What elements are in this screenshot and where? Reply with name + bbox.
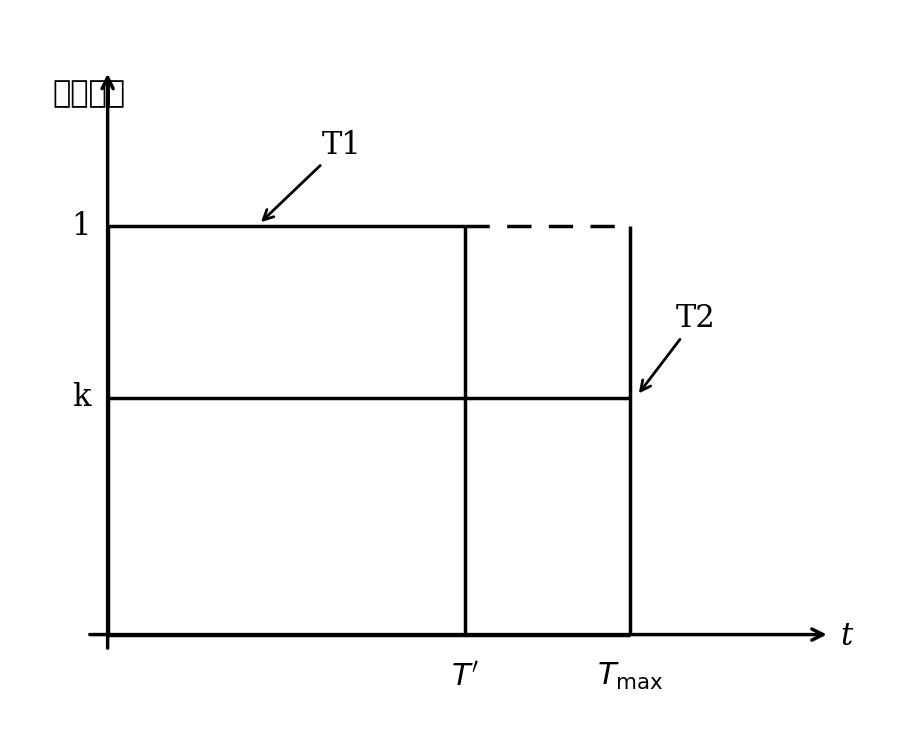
Text: t: t <box>839 621 851 652</box>
Text: 1: 1 <box>71 211 90 242</box>
Text: $T^{\prime}$: $T^{\prime}$ <box>451 661 479 692</box>
Text: T2: T2 <box>640 304 714 391</box>
Text: T1: T1 <box>263 130 361 220</box>
Text: 时间比例: 时间比例 <box>53 79 126 108</box>
Text: $T_{\mathrm{max}}$: $T_{\mathrm{max}}$ <box>597 661 662 692</box>
Text: k: k <box>72 383 90 413</box>
